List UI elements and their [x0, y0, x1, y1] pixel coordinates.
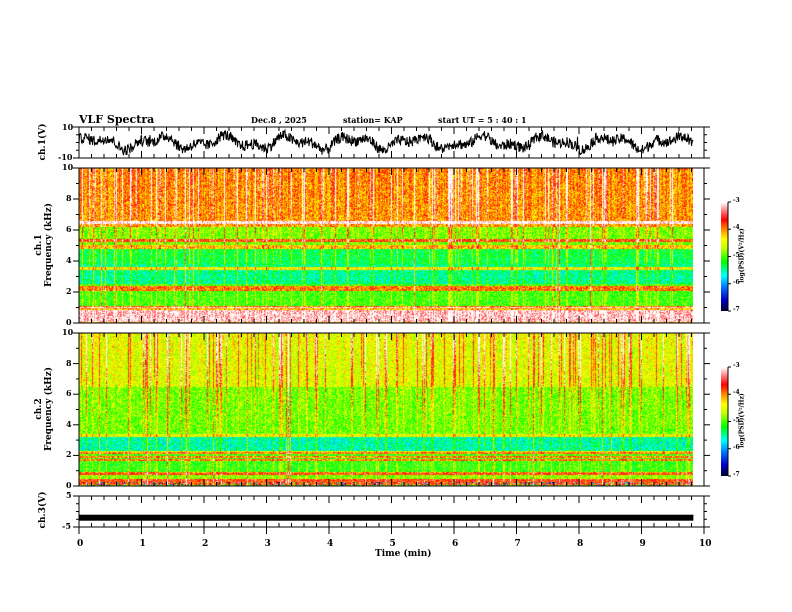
x-tick-label: 6: [452, 539, 459, 549]
ch3-ytick-top: 5: [66, 490, 72, 500]
ch2-spectrogram-image: [79, 333, 693, 486]
x-tick-label: 9: [639, 539, 646, 549]
ch1-ytick-bottom: -10: [58, 152, 73, 162]
colorbar-tick-label: -3: [733, 362, 740, 369]
ch1-ylabel-line2: Frequency (kHz): [44, 203, 54, 288]
ch2-colorbar: [721, 367, 728, 476]
ch1-ytick-top: 10: [62, 122, 74, 132]
spectrogram-ytick-label: 8: [66, 357, 72, 368]
ch2-colorbar-label: log(PSD)(V²/Hz): [738, 393, 746, 448]
spectrogram-ytick-label: 8: [66, 193, 72, 203]
colorbar-tick-label: -4: [733, 224, 740, 232]
spectrogram-ytick-label: 6: [66, 388, 72, 399]
station-label: station= KAP: [343, 115, 403, 125]
ch1-waveform-trace: [78, 128, 694, 156]
spectrogram-ytick-label: 10: [62, 327, 74, 337]
spectrogram-ytick-label: 2: [66, 449, 72, 460]
spectrogram-ytick-label: 0: [66, 480, 72, 490]
spectrogram-ytick-label: 4: [66, 418, 72, 429]
x-tick-label: 2: [202, 539, 209, 549]
ch1-spectrogram-image: [79, 168, 693, 323]
x-tick-label: 8: [577, 539, 584, 549]
chart-title: VLF Spectra: [79, 113, 155, 126]
ch1-colorbar: [721, 202, 728, 311]
ch2-spectrogram-ylabel: ch.2 Frequency (kHz): [34, 354, 56, 464]
ch2-ylabel-line2: Frequency (kHz): [44, 367, 54, 452]
spectrogram-ytick-label: 4: [66, 255, 72, 265]
colorbar-tick-label: -4: [733, 389, 740, 397]
ch2-ylabel-line1: ch.2: [34, 398, 44, 420]
date-label: Dec.8 , 2025: [251, 115, 307, 125]
x-tick-label: 4: [327, 539, 334, 549]
colorbar-tick-label: -3: [733, 197, 740, 204]
x-tick-label: 7: [514, 539, 521, 549]
start-time-label: start UT = 5 : 40 : 1: [438, 115, 527, 125]
spectrogram-ytick-label: 6: [66, 224, 72, 234]
x-tick-label: 3: [264, 539, 271, 549]
colorbar-tick-label: -7: [733, 306, 740, 313]
ch3-waveform-trace: [79, 514, 694, 521]
x-tick-label: 10: [699, 539, 712, 549]
colorbar-tick-label: -6: [733, 443, 740, 451]
spectrogram-ytick-label: 0: [66, 317, 72, 327]
colorbar-tick-label: -7: [733, 471, 740, 478]
spectrogram-ytick-label: 10: [62, 162, 74, 172]
ch3-waveform-ylabel: ch.3(V): [38, 491, 48, 529]
ch1-waveform-ylabel: ch.1(V): [38, 123, 48, 161]
x-axis-label: Time (min): [375, 549, 432, 559]
ch1-ylabel-line1: ch.1: [34, 234, 44, 256]
spectrogram-ytick-label: 2: [66, 286, 72, 296]
ch1-colorbar-label: log(PSD)(V²/Hz): [738, 228, 746, 283]
x-tick-label: 1: [139, 539, 146, 549]
colorbar-tick-label: -5: [733, 416, 740, 424]
x-tick-label: 0: [77, 539, 84, 549]
colorbar-tick-label: -6: [733, 278, 740, 286]
colorbar-tick-label: -5: [733, 251, 740, 259]
ch1-spectrogram-ylabel: ch.1 Frequency (kHz): [34, 190, 56, 300]
ch3-ytick-bottom: -5: [62, 521, 71, 531]
x-tick-label: 5: [389, 539, 396, 549]
